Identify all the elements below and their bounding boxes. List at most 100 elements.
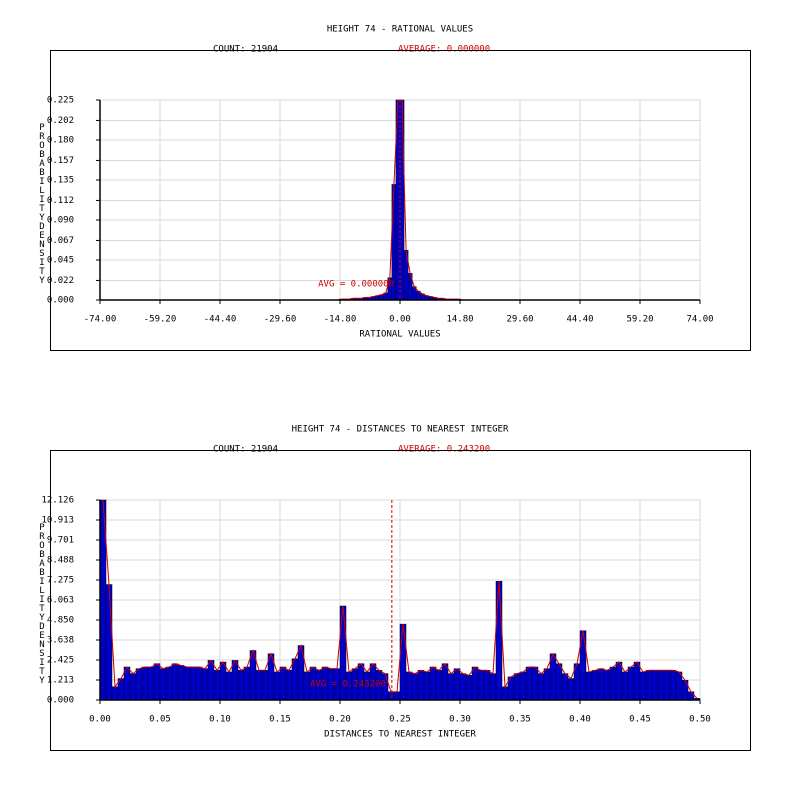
bar xyxy=(495,580,503,701)
y-tick-label: 12.126 xyxy=(41,496,74,506)
bar xyxy=(645,670,653,701)
bar xyxy=(243,666,251,701)
bar xyxy=(435,670,443,701)
chart-title: HEIGHT 74 - DISTANCES TO NEAREST INTEGER xyxy=(292,425,509,435)
y-tick-label: 10.913 xyxy=(41,516,74,526)
bar xyxy=(129,673,137,701)
frame xyxy=(50,50,751,351)
frame xyxy=(50,450,751,751)
bar xyxy=(153,663,161,701)
x-tick-label: 0.30 xyxy=(449,715,471,725)
bar xyxy=(453,668,461,701)
x-tick-label: 0.35 xyxy=(509,715,531,725)
y-tick-label: 8.488 xyxy=(47,556,74,566)
y-tick-label: 0.135 xyxy=(47,176,74,186)
bar xyxy=(561,673,569,701)
average-annotation: AVG = 0.000000 xyxy=(318,280,394,290)
y-tick-label: 2.425 xyxy=(47,656,74,666)
bar xyxy=(195,666,203,701)
bar xyxy=(669,670,677,701)
bar xyxy=(183,666,191,701)
bar xyxy=(261,670,269,701)
y-tick-label: 0.045 xyxy=(47,256,74,266)
bar xyxy=(147,666,155,701)
x-axis-label: RATIONAL VALUES xyxy=(359,330,440,340)
bar xyxy=(429,666,437,701)
bar xyxy=(567,678,575,701)
y-tick-label: 0.225 xyxy=(47,96,74,106)
bar xyxy=(501,686,509,701)
x-tick-label: 0.50 xyxy=(689,715,711,725)
bar xyxy=(591,670,599,701)
bar xyxy=(597,668,605,701)
bar xyxy=(489,673,497,701)
bar xyxy=(111,686,119,701)
x-tick-label: 0.20 xyxy=(329,715,351,725)
count-label: COUNT: 21904 xyxy=(213,445,278,455)
y-tick-label: 0.202 xyxy=(47,116,74,126)
count-label: COUNT: 21904 xyxy=(213,45,278,55)
bar xyxy=(105,584,113,701)
bar xyxy=(651,670,659,701)
x-tick-label: 44.40 xyxy=(566,315,593,325)
bar xyxy=(537,673,545,701)
x-tick-label: 74.00 xyxy=(686,315,713,325)
bar xyxy=(177,665,185,701)
x-tick-label: 14.80 xyxy=(446,315,473,325)
bar xyxy=(609,666,617,701)
y-tick-label: 1.213 xyxy=(47,675,74,685)
bar xyxy=(549,653,557,701)
x-tick-label: -74.00 xyxy=(84,315,117,325)
x-tick-label: -44.40 xyxy=(204,315,237,325)
bar xyxy=(471,666,479,701)
bar xyxy=(231,660,239,701)
bar xyxy=(387,691,395,701)
bar xyxy=(171,663,179,701)
y-tick-label: 0.090 xyxy=(47,216,74,226)
bar xyxy=(621,671,629,701)
bar xyxy=(405,671,413,701)
bar xyxy=(519,671,527,701)
bar xyxy=(687,691,695,701)
bar xyxy=(189,666,197,701)
bar xyxy=(465,675,473,701)
bar xyxy=(213,670,221,701)
y-tick-label: 6.063 xyxy=(47,596,74,606)
bar xyxy=(615,661,623,701)
x-tick-label: 0.10 xyxy=(209,715,231,725)
y-tick-label: 3.638 xyxy=(47,635,74,645)
x-tick-label: 0.15 xyxy=(269,715,291,725)
bar xyxy=(525,666,533,701)
x-tick-label: 0.40 xyxy=(569,715,591,725)
average-annotation: AVG = 0.243200 xyxy=(310,680,386,690)
bar xyxy=(285,670,293,701)
bar xyxy=(135,668,143,701)
bar xyxy=(423,671,431,701)
chart-title: HEIGHT 74 - RATIONAL VALUES xyxy=(327,25,473,35)
bar xyxy=(603,670,611,701)
y-tick-label: 0.180 xyxy=(47,136,74,146)
bar xyxy=(627,666,635,701)
y-tick-label: 0.067 xyxy=(47,236,74,246)
y-tick-label: 0.022 xyxy=(47,276,74,286)
bar xyxy=(555,663,563,701)
x-tick-label: 0.05 xyxy=(149,715,171,725)
bar xyxy=(639,671,647,701)
bar xyxy=(513,673,521,701)
y-tick-label: 4.850 xyxy=(47,616,74,626)
x-tick-label: 0.00 xyxy=(89,715,111,725)
bar xyxy=(237,670,245,701)
x-tick-label: 0.25 xyxy=(389,715,411,725)
x-tick-label: 0.45 xyxy=(629,715,651,725)
x-tick-label: -29.60 xyxy=(264,315,297,325)
bar xyxy=(411,673,419,701)
bar xyxy=(417,670,425,701)
bar xyxy=(159,668,167,701)
bar xyxy=(279,666,287,701)
x-tick-label: 29.60 xyxy=(506,315,533,325)
y-tick-label: 0.000 xyxy=(47,296,74,306)
x-tick-label: 0.00 xyxy=(389,315,411,325)
x-axis-label: DISTANCES TO NEAREST INTEGER xyxy=(324,730,476,740)
